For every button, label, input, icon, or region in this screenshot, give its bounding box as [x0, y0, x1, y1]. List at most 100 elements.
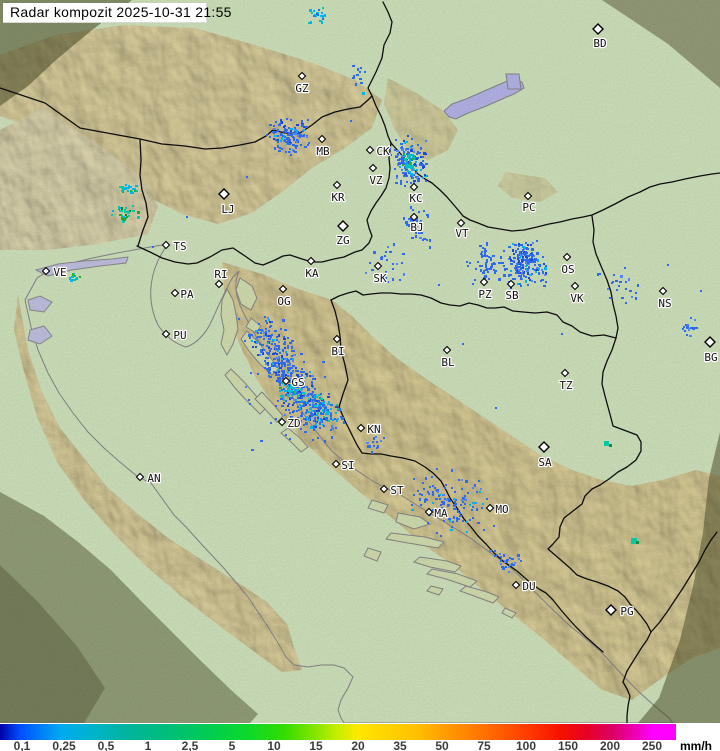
radar-echo: [521, 272, 523, 275]
radar-echo: [292, 136, 294, 138]
radar-echo: [285, 151, 287, 153]
radar-echo: [279, 367, 282, 369]
radar-echo: [629, 290, 632, 292]
radar-echo: [291, 358, 294, 360]
radar-echo: [284, 390, 287, 392]
radar-echo: [481, 507, 483, 509]
radar-echo: [488, 278, 490, 280]
radar-echo: [300, 428, 302, 430]
radar-echo: [513, 253, 515, 255]
radar-echo: [486, 242, 488, 244]
city-label-kc: KC: [409, 192, 422, 205]
radar-echo: [409, 171, 411, 173]
radar-echo: [305, 412, 307, 414]
radar-echo: [447, 498, 450, 500]
radar-echo: [282, 376, 284, 378]
radar-echo: [413, 155, 415, 157]
legend-label: 250: [642, 739, 662, 751]
radar-echo: [305, 422, 308, 425]
radar-echo: [275, 405, 277, 407]
radar-echo: [283, 375, 286, 377]
city-marker-bd: [592, 23, 604, 35]
radar-echo: [260, 336, 262, 338]
radar-echo: [405, 172, 407, 174]
radar-echo: [300, 144, 302, 146]
radar-echo: [277, 129, 279, 132]
city-marker-mo: [485, 503, 495, 513]
radar-echo: [288, 134, 290, 136]
map-canvas: GZ MB KR LJ ZG TS VE PA PU RI KA OG BI GS ZD SI AN ST MA MO…: [0, 0, 720, 723]
radar-echo: [284, 139, 286, 142]
radar-echo: [428, 493, 430, 495]
radar-echo: [279, 352, 281, 354]
radar-echo: [73, 273, 75, 275]
radar-echo: [272, 339, 275, 341]
radar-echo: [314, 410, 316, 413]
radar-echo: [307, 144, 309, 146]
radar-echo: [323, 416, 325, 418]
radar-echo: [265, 362, 267, 365]
radar-echo: [300, 415, 303, 417]
radar-echo: [336, 404, 338, 406]
radar-echo: [271, 334, 273, 336]
radar-echo: [442, 494, 445, 496]
radar-echo: [317, 419, 319, 421]
radar-echo: [683, 326, 685, 328]
city-marker-tz: [560, 368, 570, 378]
radar-echo: [544, 267, 547, 270]
radar-echo: [125, 207, 127, 209]
city-label-vk: VK: [570, 292, 584, 305]
radar-echo-dot: [462, 343, 464, 345]
radar-map: GZ MB KR LJ ZG TS VE PA PU RI KA OG BI GS ZD SI AN ST MA MO…: [0, 0, 720, 723]
radar-echo: [543, 263, 545, 265]
radar-echo: [312, 439, 314, 441]
radar-echo: [422, 239, 424, 241]
radar-echo: [411, 509, 414, 511]
radar-echo: [324, 407, 326, 409]
radar-echo: [277, 350, 279, 352]
radar-echo: [312, 391, 314, 393]
radar-echo: [500, 556, 502, 558]
radar-echo: [311, 385, 313, 387]
radar-echo: [488, 268, 490, 270]
radar-echo: [477, 522, 480, 524]
radar-echo: [419, 221, 421, 223]
radar-echo: [313, 427, 315, 429]
radar-echo: [269, 326, 271, 328]
city-label-pg: PG: [620, 605, 633, 618]
radar-echoes-layer: [69, 7, 702, 573]
radar-echo: [288, 409, 290, 411]
radar-echo: [127, 190, 129, 192]
radar-echo: [541, 269, 543, 271]
city-label-bd: BD: [593, 37, 606, 50]
radar-echo: [518, 271, 520, 273]
city-marker-pc: [523, 191, 533, 201]
radar-echo: [283, 402, 285, 404]
radar-echo: [457, 518, 460, 520]
city-marker-sa: [538, 441, 550, 453]
radar-echo: [306, 375, 308, 377]
radar-echo: [254, 341, 256, 343]
radar-echo: [483, 270, 485, 272]
radar-echo: [268, 367, 271, 369]
radar-echo: [290, 130, 292, 132]
radar-echo: [284, 341, 286, 343]
radar-echo: [306, 416, 308, 418]
radar-echo: [544, 274, 546, 276]
radar-echo: [467, 492, 469, 494]
radar-echo: [309, 400, 311, 402]
radar-echo: [375, 436, 377, 438]
radar-echo: [427, 522, 429, 524]
radar-echo: [509, 564, 511, 566]
radar-echo: [303, 424, 305, 426]
radar-echo: [280, 362, 283, 364]
radar-echo: [324, 376, 326, 378]
radar-echo: [412, 219, 414, 222]
radar-echo: [336, 420, 338, 422]
city-marker-pa: [170, 288, 180, 298]
radar-echo: [119, 207, 122, 209]
radar-echo: [437, 491, 439, 493]
radar-echo: [410, 167, 412, 169]
radar-echo: [70, 280, 73, 282]
